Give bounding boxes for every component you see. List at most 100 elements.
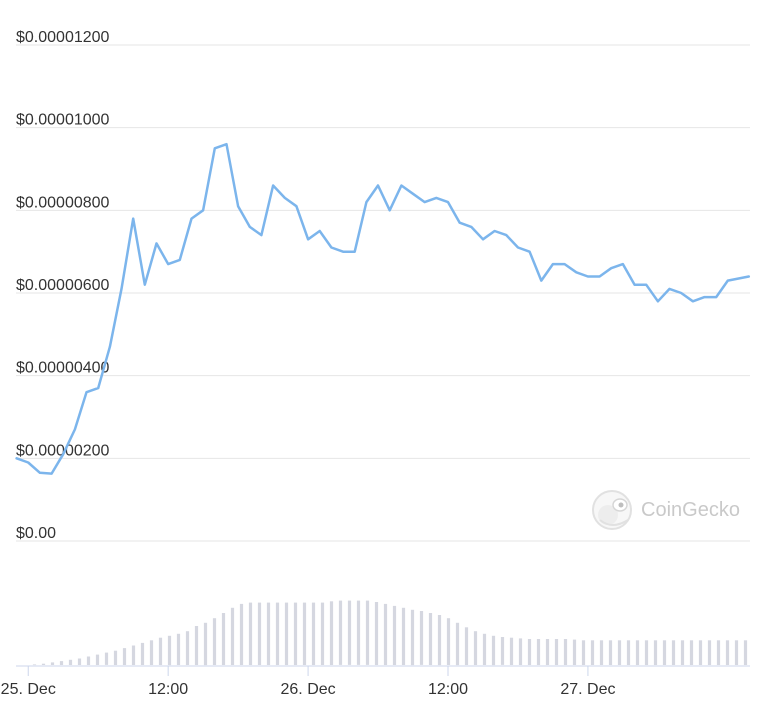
volume-bar — [482, 633, 487, 665]
x-tick-label: 25. Dec — [1, 681, 56, 698]
volume-bar — [410, 609, 415, 666]
volume-bar — [86, 656, 91, 665]
x-tick-label: 12:00 — [428, 681, 468, 698]
volume-bar — [725, 640, 730, 665]
volume-bar — [671, 640, 676, 665]
y-gridlines — [16, 44, 750, 542]
volume-bar — [455, 622, 460, 666]
volume-bar — [302, 602, 307, 665]
volume-bar — [140, 642, 145, 665]
volume-bar — [500, 637, 505, 665]
volume-bar — [608, 640, 613, 665]
y-axis-tick-labels: $0.00 $0.00000200 $0.00000400 $0.00000600 $0… — [16, 29, 110, 542]
volume-bar — [149, 640, 154, 665]
volume-bar — [383, 603, 388, 665]
volume-bar — [266, 602, 271, 665]
volume-bar — [365, 600, 370, 665]
volume-bar — [293, 602, 298, 665]
volume-bar — [617, 640, 622, 665]
volume-bar — [536, 639, 541, 665]
volume-bar — [131, 645, 136, 665]
y-tick-label: $0.00000600 — [16, 277, 110, 294]
volume-bar — [50, 662, 55, 665]
volume-bar — [104, 652, 109, 665]
volume-bar — [635, 640, 640, 665]
volume-bar — [680, 640, 685, 665]
volume-bar — [347, 600, 352, 665]
y-tick-label: $0.00001200 — [16, 29, 110, 46]
volume-bar — [320, 602, 325, 665]
volume-bar — [239, 603, 244, 665]
volume-bar — [230, 607, 235, 665]
volume-bar — [356, 600, 361, 665]
volume-bar — [689, 640, 694, 665]
volume-bar — [338, 600, 343, 665]
volume-bar — [734, 640, 739, 665]
volume-bar — [248, 602, 253, 665]
volume-bar — [41, 663, 46, 665]
volume-bar — [392, 605, 397, 665]
volume-bar — [221, 613, 226, 665]
x-tick-label: 12:00 — [148, 681, 188, 698]
volume-bar — [374, 602, 379, 665]
y-tick-label: $0.00001000 — [16, 112, 110, 129]
volume-bar — [572, 639, 577, 665]
y-tick-label: $0.00000400 — [16, 360, 110, 377]
volume-bar — [311, 602, 316, 665]
volume-bar — [257, 602, 262, 665]
volume-bar — [32, 664, 37, 666]
x-tick-label: 26. Dec — [281, 681, 336, 698]
coingecko-watermark: CoinGecko — [592, 490, 740, 530]
volume-bar — [59, 661, 64, 665]
y-tick-label: $0.00000200 — [16, 442, 110, 459]
volume-bar — [428, 613, 433, 665]
volume-bar — [203, 622, 208, 666]
volume-bar — [176, 633, 181, 665]
volume-bar — [698, 640, 703, 665]
volume-bar — [473, 631, 478, 665]
volume-bar — [437, 615, 442, 666]
volume-bar — [590, 640, 595, 665]
volume-bar — [644, 640, 649, 665]
volume-bar — [167, 635, 172, 666]
volume-bar — [464, 627, 469, 665]
volume-bar — [401, 607, 406, 665]
y-tick-label: $0.00 — [16, 525, 56, 542]
volume-bar — [113, 650, 118, 665]
volume-bar — [122, 648, 127, 665]
coingecko-logo-icon — [592, 490, 632, 530]
volume-bar — [68, 659, 73, 665]
volume-bar — [518, 638, 523, 665]
volume-bar — [95, 654, 100, 665]
volume-bar — [212, 618, 217, 665]
volume-bar — [419, 611, 424, 665]
volume-bar — [491, 635, 496, 666]
price-series-line — [15, 142, 751, 475]
volume-bar — [662, 640, 667, 665]
volume-bar — [329, 601, 334, 665]
volume-bar — [185, 631, 190, 665]
x-tick-label: 27. Dec — [560, 681, 615, 698]
y-tick-label: $0.00000800 — [16, 194, 110, 211]
volume-bar — [545, 639, 550, 665]
volume-bar — [527, 639, 532, 665]
volume-bar — [284, 602, 289, 665]
volume-bar — [509, 637, 514, 665]
volume-bar — [581, 640, 586, 665]
volume-bar — [563, 639, 568, 665]
volume-bar — [446, 618, 451, 665]
volume-bar — [599, 640, 604, 665]
volume-bar — [707, 640, 712, 665]
volume-bar — [77, 658, 82, 665]
volume-bar — [554, 639, 559, 665]
x-axis-tick-labels: 25. Dec 12:00 26. Dec 12:00 27. Dec — [1, 666, 615, 698]
volume-bar — [653, 640, 658, 665]
volume-bar — [626, 640, 631, 665]
volume-bars — [32, 600, 748, 666]
watermark-text: CoinGecko — [641, 499, 740, 521]
volume-bar — [743, 640, 748, 665]
volume-bar — [194, 626, 199, 665]
volume-bar — [158, 637, 163, 665]
volume-bar — [275, 602, 280, 665]
